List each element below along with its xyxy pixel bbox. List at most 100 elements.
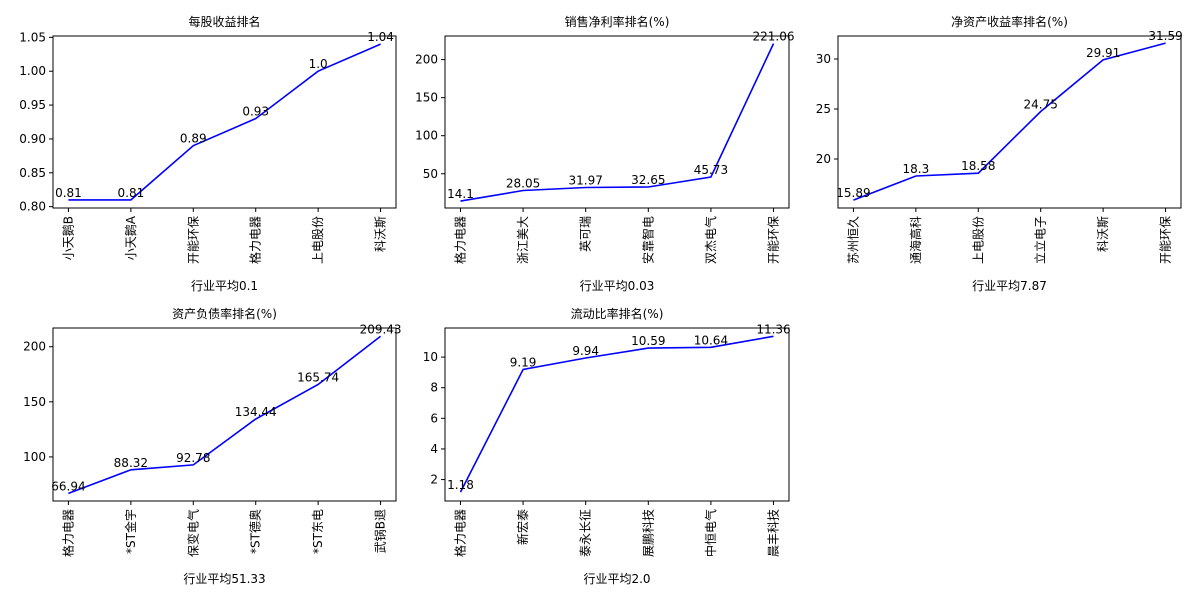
series-line — [459, 335, 774, 493]
x-tick-label: 开能环保 — [186, 216, 200, 264]
x-axis-label: 行业平均7.87 — [972, 279, 1047, 293]
x-tick-label: 格力电器 — [60, 509, 75, 557]
chart-title: 销售净利率排名(%) — [565, 14, 670, 29]
chart-panel-1: 每股收益排名 0.80 0.85 0.90 0.95 1.00 1.05 小天鹅B 小天鹅A 开能… — [19, 14, 397, 293]
x-tick-label: 科沃斯 — [1096, 216, 1110, 252]
plot-frame — [444, 327, 790, 502]
y-tick-label: 10 — [423, 350, 438, 364]
y-tick-label: 30 — [816, 52, 831, 66]
data-label: 1.04 — [367, 30, 394, 44]
x-tick-label: 格力电器 — [452, 216, 467, 264]
x-tick-label: 武锅B退 — [373, 509, 388, 553]
data-label: 45.73 — [694, 163, 728, 177]
data-label: 0.81 — [118, 186, 145, 200]
x-tick-label: 格力电器 — [452, 509, 467, 557]
chart-title: 流动比率排名(%) — [571, 306, 664, 321]
x-tick-label: 开能环保 — [767, 216, 781, 264]
y-tick-label: 2 — [430, 473, 438, 487]
y-tick-label: 100 — [415, 129, 438, 143]
x-tick-label: *ST东电 — [311, 509, 325, 554]
y-tick-label: 1.00 — [19, 64, 46, 78]
data-label: 10.59 — [631, 334, 665, 348]
plot-frame — [837, 35, 1182, 209]
y-tick-label: 0.95 — [19, 98, 46, 112]
y-tick-label: 20 — [816, 152, 831, 166]
y-tick-label: 150 — [23, 395, 46, 409]
data-label: 18.58 — [961, 159, 995, 173]
chart-panel-5: 流动比率排名(%) 2 4 6 8 10 格力电器 新宏泰 泰永长征 展鹏科技 中恒电气 晨丰科技行业… — [423, 306, 791, 586]
data-label: 1.0 — [309, 57, 328, 71]
x-tick-label: 科沃斯 — [374, 216, 388, 252]
x-axis-label: 行业平均0.1 — [191, 279, 258, 293]
data-label: 14.1 — [447, 187, 474, 201]
x-tick-label: 安靠智电 — [640, 216, 655, 264]
y-tick-label: 200 — [23, 340, 46, 354]
x-axis-label: 行业平均0.03 — [580, 279, 655, 293]
chart-panel-4: 资产负债率排名(%) 100 150 200 格力电器 *ST金宇 保变电气 *ST德奥 *ST… — [23, 306, 401, 586]
chart-panel-3: 净资产收益率排名(%) 20 25 30 苏州恒久 通海高科 上电股份 立立电子 科沃斯 开能环保… — [816, 14, 1183, 293]
data-label: 0.93 — [242, 105, 269, 119]
series-line — [460, 43, 775, 202]
chart-title: 净资产收益率排名(%) — [951, 14, 1068, 29]
x-tick-label: *ST德奥 — [248, 509, 263, 554]
series-line — [68, 335, 382, 495]
series-line — [68, 43, 381, 201]
y-tick-label: 25 — [816, 102, 831, 116]
data-label: 88.32 — [114, 456, 148, 470]
x-axis-label: 行业平均51.33 — [183, 572, 265, 586]
data-label: 134.44 — [235, 405, 277, 419]
chart-title: 每股收益排名 — [188, 14, 260, 29]
plot-frame — [52, 327, 397, 502]
plot-frame — [444, 35, 790, 209]
plot-frame — [52, 35, 397, 209]
y-tick-label: 150 — [415, 91, 438, 105]
x-tick-label: *ST金宇 — [123, 509, 138, 554]
data-label: 9.19 — [510, 355, 537, 369]
x-axis-label: 行业平均2.0 — [583, 572, 650, 586]
data-label: 24.75 — [1024, 98, 1058, 112]
x-tick-label: 新宏泰 — [515, 509, 530, 545]
x-tick-label: 开能环保 — [1159, 216, 1173, 264]
x-tick-label: 中恒电气 — [703, 509, 718, 557]
x-tick-label: 泰永长征 — [579, 509, 593, 557]
x-tick-label: 小天鹅A — [124, 215, 138, 260]
x-tick-label: 立立电子 — [1033, 216, 1048, 264]
y-tick-label: 4 — [430, 442, 438, 456]
data-label: 0.81 — [55, 186, 82, 200]
data-label: 221.06 — [753, 30, 795, 44]
data-label: 66.94 — [51, 479, 85, 493]
y-tick-label: 8 — [430, 381, 438, 395]
x-tick-label: 浙江美大 — [516, 216, 530, 264]
x-tick-label: 苏州恒久 — [846, 216, 860, 264]
data-label: 28.05 — [506, 176, 540, 190]
data-label: 10.64 — [694, 333, 728, 347]
y-tick-label: 1.05 — [19, 30, 46, 44]
chart-title: 资产负债率排名(%) — [172, 306, 277, 321]
data-label: 18.3 — [903, 162, 930, 176]
x-tick-label: 小天鹅B — [61, 216, 75, 260]
data-label: 1.18 — [447, 478, 474, 492]
data-label: 209.43 — [360, 322, 402, 336]
data-label: 31.59 — [1148, 29, 1182, 43]
x-tick-label: 上电股份 — [971, 216, 985, 264]
data-label: 32.65 — [631, 173, 665, 187]
x-tick-label: 双杰电气 — [703, 216, 718, 264]
x-tick-label: 保变电气 — [185, 509, 200, 557]
data-label: 15.89 — [836, 186, 870, 200]
y-tick-label: 0.85 — [19, 166, 46, 180]
x-tick-label: 展鹏科技 — [641, 509, 655, 557]
data-label: 11.36 — [756, 322, 790, 336]
x-tick-label: 上电股份 — [311, 216, 325, 264]
y-tick-label: 6 — [430, 411, 438, 425]
data-label: 31.97 — [569, 173, 603, 187]
data-label: 0.89 — [180, 132, 207, 146]
x-tick-label: 晨丰科技 — [767, 509, 781, 557]
y-tick-label: 100 — [23, 450, 46, 464]
data-label: 9.94 — [572, 344, 599, 358]
y-tick-label: 200 — [415, 53, 438, 67]
y-tick-label: 50 — [423, 167, 438, 181]
data-label: 165.74 — [297, 370, 339, 384]
x-tick-label: 通海高科 — [908, 216, 923, 264]
data-label: 29.91 — [1086, 46, 1120, 60]
